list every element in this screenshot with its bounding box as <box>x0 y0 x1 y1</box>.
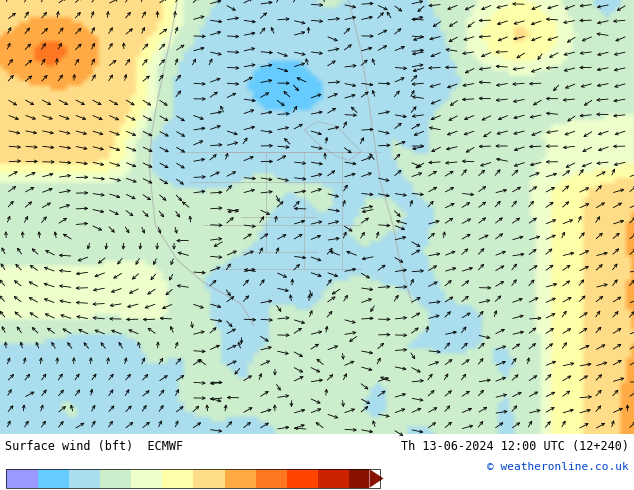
Bar <box>287 469 318 488</box>
Bar <box>37 469 68 488</box>
Bar <box>68 469 100 488</box>
Bar <box>131 469 162 488</box>
Bar <box>193 469 224 488</box>
Text: © weatheronline.co.uk: © weatheronline.co.uk <box>487 463 629 472</box>
Bar <box>224 469 256 488</box>
Bar <box>6 469 380 488</box>
Bar <box>318 469 349 488</box>
Polygon shape <box>370 469 384 488</box>
Text: Surface wind (bft)  ECMWF: Surface wind (bft) ECMWF <box>5 441 183 453</box>
Bar <box>162 469 193 488</box>
Bar <box>6 469 37 488</box>
Text: Th 13-06-2024 12:00 UTC (12+240): Th 13-06-2024 12:00 UTC (12+240) <box>401 441 629 453</box>
Bar <box>349 469 370 488</box>
Bar <box>256 469 287 488</box>
Bar <box>100 469 131 488</box>
